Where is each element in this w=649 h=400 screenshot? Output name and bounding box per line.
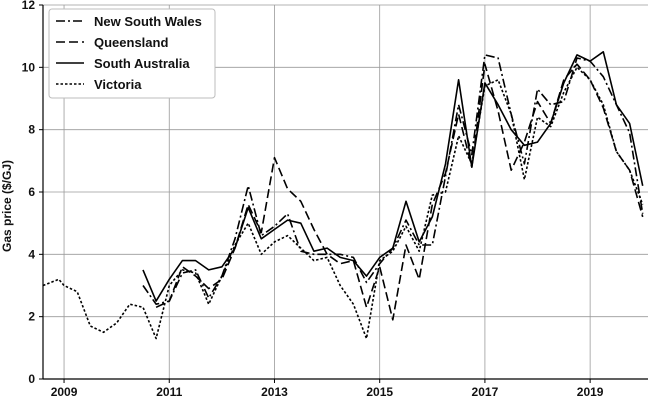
legend-label: South Australia — [94, 56, 190, 71]
y-tick-label: 8 — [28, 123, 35, 137]
y-tick-label: 4 — [28, 247, 35, 261]
y-tick-label: 10 — [22, 60, 36, 74]
series-line-victoria — [42, 66, 644, 340]
legend-label: Queensland — [94, 35, 168, 50]
legend-box — [48, 8, 216, 99]
x-tick-label: 2009 — [51, 385, 78, 399]
y-tick-label: 6 — [28, 185, 35, 199]
series-lines — [42, 50, 644, 340]
x-tick-label: 2013 — [261, 385, 288, 399]
x-tick-label: 2017 — [472, 385, 499, 399]
y-tick-label: 12 — [22, 0, 36, 12]
x-tick-label: 2015 — [366, 385, 393, 399]
legend: New South Wales Queensland South Australia… — [48, 8, 216, 99]
legend-label: Victoria — [94, 77, 142, 92]
x-tick-label: 2019 — [577, 385, 604, 399]
y-axis-title: Gas price ($/GJ) — [0, 160, 14, 252]
series-line-new-south-wales — [142, 54, 644, 306]
legend-label: New South Wales — [94, 14, 202, 29]
y-tick-label: 0 — [28, 372, 35, 386]
y-axis-ticks: 0 2 4 6 8 10 12 — [22, 0, 43, 386]
x-axis-ticks: 2009 2011 2013 2015 2017 2019 — [51, 379, 604, 399]
series-line-south-australia — [142, 50, 644, 302]
x-tick-label: 2011 — [156, 385, 182, 399]
y-tick-label: 2 — [28, 310, 35, 324]
